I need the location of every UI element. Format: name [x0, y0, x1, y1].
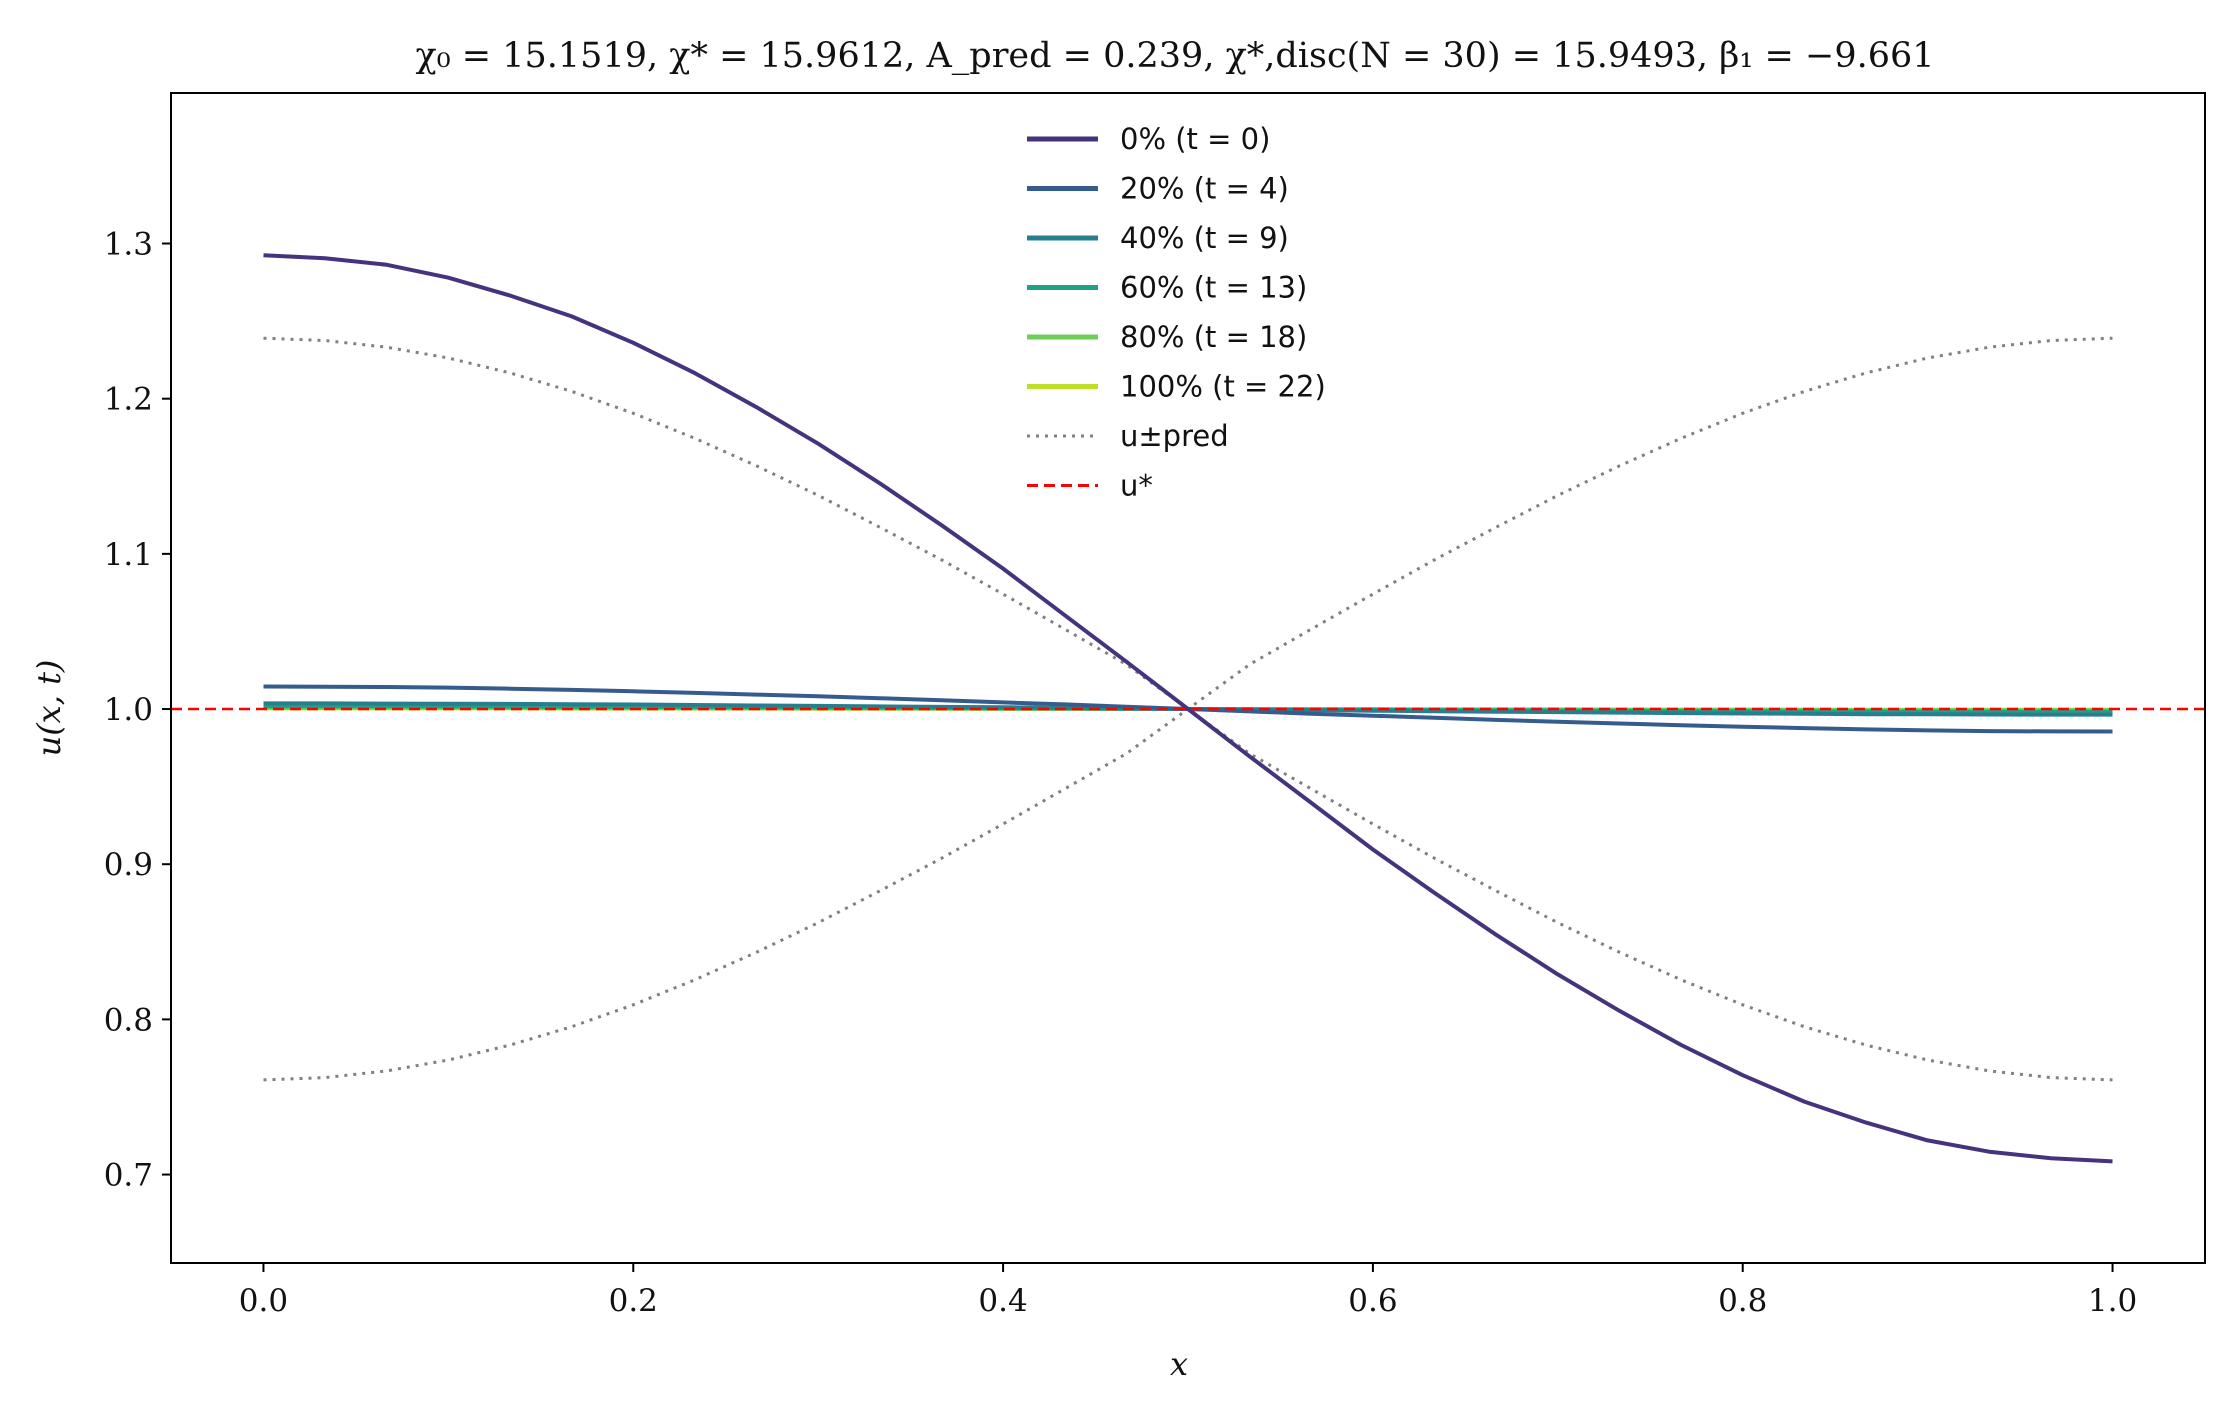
y-tick-label: 0.7	[104, 1158, 153, 1194]
y-tick-label: 1.0	[104, 692, 153, 728]
legend-label-0-t-0: 0% (t = 0)	[1120, 122, 1270, 156]
y-axis-label: u(x, t)	[30, 660, 68, 757]
x-tick-label: 0.0	[239, 1283, 288, 1319]
y-tick-label: 1.2	[104, 382, 153, 418]
x-axis-label: x	[1170, 1345, 1188, 1383]
legend-label-20-t-4: 20% (t = 4)	[1120, 172, 1289, 206]
y-tick-label: 0.8	[104, 1002, 153, 1038]
legend-label-100-t-22: 100% (t = 22)	[1120, 370, 1326, 404]
chart-title: χ₀ = 15.1519, χ* = 15.9612, A_pred = 0.2…	[415, 36, 1934, 76]
legend-label-u: u*	[1120, 469, 1153, 503]
legend-label-80-t-18: 80% (t = 18)	[1120, 320, 1307, 354]
legend-label-u-pred: u±pred	[1120, 419, 1229, 453]
x-tick-label: 0.6	[1348, 1283, 1397, 1319]
plot-area	[171, 253, 2205, 1164]
y-tick-label: 1.3	[104, 227, 153, 263]
x-tick-label: 1.0	[2088, 1283, 2137, 1319]
x-tick-label: 0.8	[1718, 1283, 1767, 1319]
legend-label-60-t-13: 60% (t = 13)	[1120, 271, 1307, 305]
legend-label-40-t-9: 40% (t = 9)	[1120, 221, 1289, 255]
y-tick-label: 1.1	[104, 537, 153, 573]
y-tick-label: 0.9	[104, 847, 153, 883]
axes: 0.0 0.2 0.4 0.6 0.8 1.0 0.7 0.8 0.9 1.0 1.1 1.2 1.3	[104, 92, 2206, 1319]
x-tick-label: 0.4	[978, 1283, 1027, 1319]
axes-frame	[170, 92, 2206, 1264]
legend: 0% (t = 0) 20% (t = 4) 40% (t = 9) 60% (t =…	[1027, 122, 1326, 503]
x-tick-label: 0.2	[609, 1283, 658, 1319]
series-line-0-t-0	[263, 253, 2113, 1164]
